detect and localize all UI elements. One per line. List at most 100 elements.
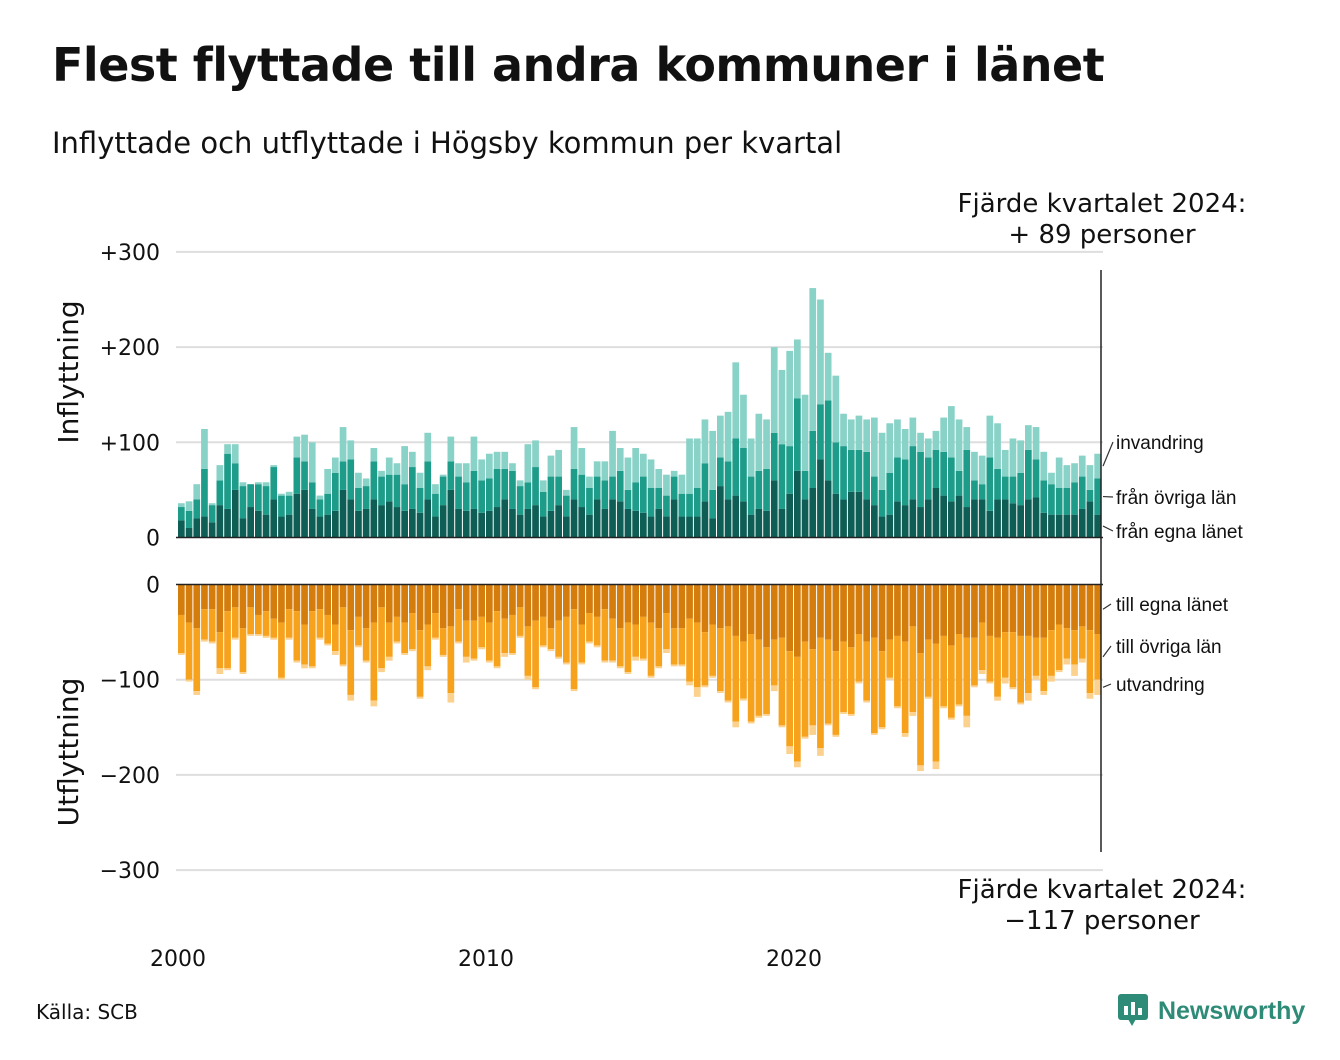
bar-segment	[409, 584, 416, 614]
bar-segment	[570, 427, 578, 469]
bar-segment	[201, 468, 208, 517]
bar-segment	[255, 614, 262, 634]
bar-segment	[231, 607, 239, 638]
bar-segment	[432, 484, 439, 494]
bar-segment	[601, 660, 609, 663]
bar-segment	[978, 499, 986, 538]
bar-segment	[193, 518, 201, 538]
bar-segment	[786, 584, 793, 652]
bar-segment	[809, 725, 817, 735]
bar-segment	[609, 476, 616, 500]
bar-segment	[732, 721, 740, 728]
bar-segment	[809, 288, 817, 431]
bar-segment	[486, 510, 493, 538]
bar-segment	[478, 480, 485, 513]
bar-segment	[786, 746, 793, 754]
bar-segment	[447, 461, 455, 490]
bar-segment	[678, 664, 686, 667]
bar-segment	[555, 476, 562, 506]
bar-segment	[370, 584, 378, 623]
bar-segment	[901, 641, 909, 734]
bar-segment	[955, 419, 963, 471]
bar-segment	[178, 507, 185, 521]
bar-segment	[478, 647, 485, 650]
bar-segment	[701, 685, 709, 688]
bar-segment	[678, 584, 686, 629]
bar-segment	[647, 516, 655, 538]
bar-segment	[686, 493, 693, 517]
bar-segment	[339, 427, 347, 462]
bar-segment	[308, 666, 316, 669]
bar-segment	[693, 516, 701, 538]
bar-segment	[578, 662, 586, 665]
bar-segment	[201, 639, 208, 642]
bar-segment	[701, 584, 709, 633]
bar-segment	[539, 516, 547, 538]
bar-segment	[455, 463, 462, 477]
bar-segment	[871, 584, 878, 638]
bar-segment	[924, 696, 932, 699]
bar-segment	[616, 501, 624, 538]
bar-segment	[362, 508, 370, 538]
bar-segment	[301, 624, 308, 665]
bar-segment	[339, 607, 347, 665]
bar-segment	[1048, 584, 1055, 631]
bar-segment	[470, 584, 478, 621]
bar-segment	[586, 613, 593, 642]
bar-segment	[1094, 634, 1101, 680]
bar-segment	[670, 664, 678, 667]
bar-segment	[871, 733, 878, 735]
bar-segment	[532, 584, 539, 621]
bar-segment	[239, 486, 247, 519]
bar-segment	[809, 488, 817, 538]
bar-segment	[940, 635, 947, 707]
bar-segment	[909, 712, 917, 716]
bar-segment	[255, 634, 262, 636]
brand-logo[interactable]: Newsworthy	[1118, 994, 1305, 1028]
bar-segment	[509, 653, 516, 655]
bar-segment	[524, 584, 532, 627]
bar-segment	[994, 468, 1001, 500]
bar-segment	[994, 584, 1001, 638]
bar-segment	[278, 584, 285, 623]
annotation-top-line2: + 89 personer	[1008, 220, 1196, 250]
bar-segment	[986, 584, 994, 636]
bar-segment	[601, 584, 609, 610]
bar-segment	[270, 499, 278, 538]
bar-segment	[740, 698, 747, 701]
bar-segment	[801, 394, 809, 471]
bar-segment	[332, 651, 339, 655]
bar-segment	[693, 584, 701, 623]
bar-segment	[293, 436, 301, 458]
bar-segment	[401, 584, 408, 623]
bar-segment	[971, 480, 978, 500]
bar-segment	[693, 687, 701, 697]
bar-segment	[863, 451, 870, 500]
bar-segment	[570, 499, 578, 538]
bar-segment	[1009, 476, 1017, 504]
bar-segment	[1078, 658, 1086, 663]
bar-segment	[640, 658, 647, 661]
bar-segment	[1071, 482, 1078, 515]
bar-segment	[178, 503, 185, 508]
bar-segment	[324, 614, 331, 644]
bar-segment	[601, 480, 609, 509]
bar-segment	[555, 656, 562, 659]
bar-segment	[1040, 480, 1048, 513]
bar-segment	[208, 505, 216, 523]
latest-quarter-annotation: Fjärde kvartalet 2024:+ 89 personerFjärd…	[958, 189, 1247, 936]
bar-segment	[347, 694, 355, 701]
bar-segment	[362, 660, 370, 663]
bar-segment	[278, 493, 285, 496]
bar-segment	[201, 609, 208, 640]
series-label: utvandring	[1116, 675, 1205, 696]
bar-segment	[693, 488, 701, 517]
bar-segment	[894, 706, 901, 709]
bar-segment	[424, 461, 432, 500]
bar-segment	[285, 637, 293, 640]
source-note: Källa: SCB	[36, 1000, 138, 1024]
chart-title: Flest flyttade till andra kommuner i län…	[52, 38, 1105, 92]
bar-segment	[763, 647, 770, 714]
bar-segment	[409, 649, 416, 652]
bar-segment	[717, 486, 724, 538]
